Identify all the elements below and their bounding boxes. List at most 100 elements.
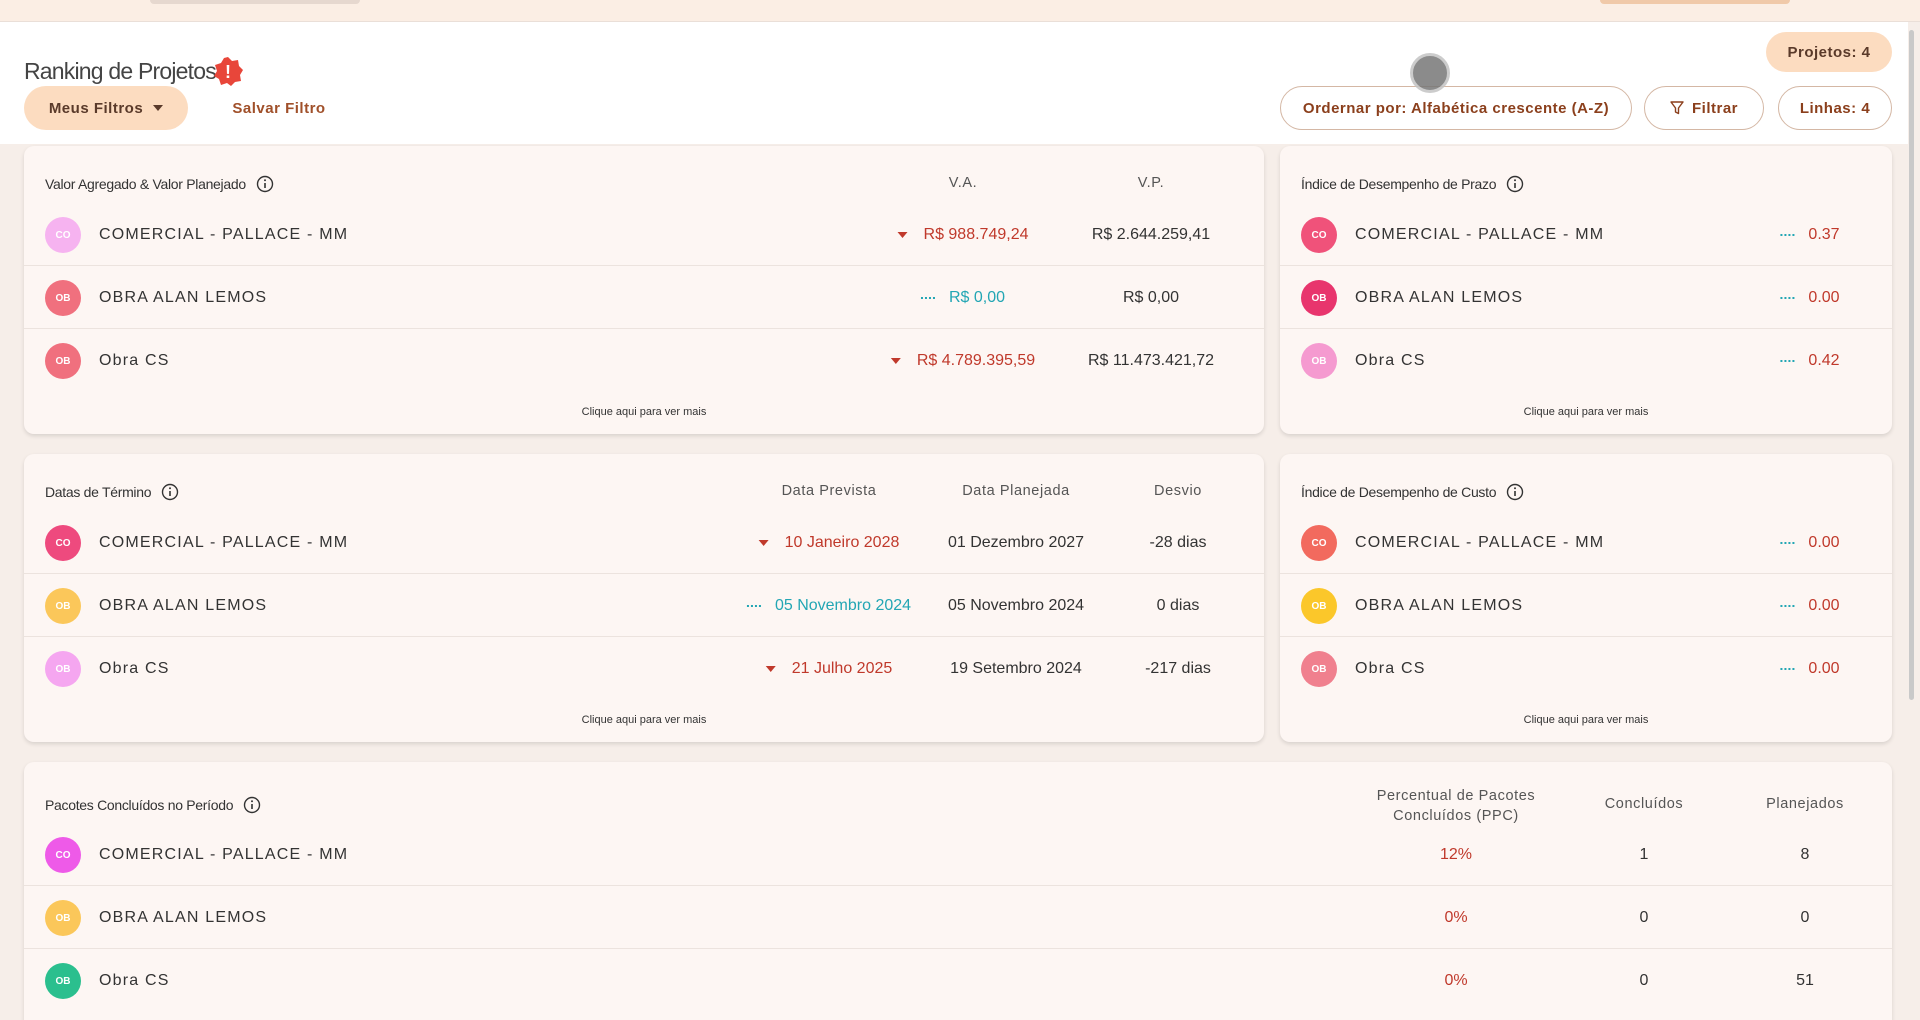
table-row[interactable]: OB OBRA ALAN LEMOS 05 Novembro 2024 05 Nove… <box>24 574 1264 637</box>
info-icon[interactable] <box>1506 483 1524 501</box>
table-row[interactable]: OB OBRA ALAN LEMOS 0.00 <box>1280 266 1892 329</box>
top-pill-left[interactable] <box>150 0 360 4</box>
completed-value: 1 <box>1640 846 1649 864</box>
info-icon[interactable] <box>161 483 179 501</box>
ppc-value: 0% <box>1444 909 1467 927</box>
project-name[interactable]: OBRA ALAN LEMOS <box>1355 597 1524 614</box>
col-header-ppc-line2: Concluídos (PPC) <box>1393 808 1519 824</box>
planned-value-text: R$ 11.473.421,72 <box>1087 352 1215 369</box>
completed-packages-card: Pacotes Concluídos no Período Percentual… <box>24 762 1892 1020</box>
planned-count-value: 8 <box>1801 846 1810 864</box>
lines-button[interactable]: Linhas: 4 <box>1778 86 1892 130</box>
filter-button[interactable]: Filtrar <box>1644 86 1764 130</box>
table-row[interactable]: OB OBRA ALAN LEMOS 0% 0 0 <box>24 886 1892 949</box>
trend-flat-icon <box>1780 297 1795 299</box>
order-by-button[interactable]: Ordernar por: Alfabética crescente (A-Z) <box>1280 86 1632 130</box>
project-name[interactable]: Obra CS <box>1355 352 1426 369</box>
card-title: Índice de Desempenho de Custo <box>1301 483 1524 501</box>
table-row[interactable]: OB Obra CS R$ 4.789.395,59 R$ 11.473.421,72 <box>24 329 1264 392</box>
project-name[interactable]: COMERCIAL - PALLACE - MM <box>99 534 349 551</box>
table-row[interactable]: OB OBRA ALAN LEMOS 0.00 <box>1280 574 1892 637</box>
see-more-link[interactable]: Clique aqui para ver mais <box>581 406 707 418</box>
table-row[interactable]: CO COMERCIAL - PALLACE - MM 12% 1 8 <box>24 823 1892 886</box>
project-name[interactable]: Obra CS <box>99 660 170 677</box>
project-name[interactable]: OBRA ALAN LEMOS <box>1355 289 1524 306</box>
alert-symbol: ! <box>225 62 231 82</box>
project-name[interactable]: OBRA ALAN LEMOS <box>99 597 268 614</box>
project-name[interactable]: OBRA ALAN LEMOS <box>99 909 268 926</box>
deviation-text: -217 dias <box>1145 660 1211 677</box>
lines-label: Linhas: 4 <box>1799 99 1871 117</box>
ppc-value-text: 12% <box>1439 846 1473 863</box>
info-icon[interactable] <box>1506 175 1524 193</box>
forecast-date-text: 21 Julho 2025 <box>791 660 893 677</box>
trend-flat-icon <box>746 605 761 607</box>
avatar: OB <box>45 280 81 316</box>
schedule-index-value: 0.00 <box>1780 289 1840 307</box>
project-name[interactable]: COMERCIAL - PALLACE - MM <box>99 226 349 243</box>
table-row[interactable]: CO COMERCIAL - PALLACE - MM 10 Janeiro 202… <box>24 511 1264 574</box>
cost-index-card: Índice de Desempenho de Custo CO COMERCIA… <box>1280 454 1892 742</box>
col-header-planned-date: Data Planejada <box>962 483 1070 499</box>
cost-index-title: Índice de Desempenho de Custo <box>1301 484 1497 500</box>
earned-value-text: R$ 988.749,24 <box>923 226 1029 243</box>
save-filter-button[interactable]: Salvar Filtro <box>222 86 336 130</box>
table-row[interactable]: OB Obra CS 21 Julho 2025 19 Setembro 2024 -2… <box>24 637 1264 700</box>
info-icon[interactable] <box>243 796 261 814</box>
avatar: CO <box>45 837 81 873</box>
table-row[interactable]: OB OBRA ALAN LEMOS R$ 0,00 R$ 0,00 <box>24 266 1264 329</box>
project-name[interactable]: COMERCIAL - PALLACE - MM <box>1355 534 1605 551</box>
cost-index-value: 0.00 <box>1780 660 1840 678</box>
completed-packages-title: Pacotes Concluídos no Período <box>45 797 234 813</box>
project-name[interactable]: Obra CS <box>99 352 170 369</box>
projects-count-badge[interactable]: Projetos: 4 <box>1766 32 1892 72</box>
table-row[interactable]: OB Obra CS 0.00 <box>1280 637 1892 700</box>
page-title: Ranking de Projetos <box>24 58 217 84</box>
table-row[interactable]: CO COMERCIAL - PALLACE - MM R$ 988.749,24 R… <box>24 203 1264 266</box>
deviation: -217 dias <box>1145 660 1211 678</box>
table-row[interactable]: OB Obra CS 0.42 <box>1280 329 1892 392</box>
top-pill-right[interactable] <box>1600 0 1790 4</box>
see-more-link[interactable]: Clique aqui para ver mais <box>1523 714 1649 726</box>
table-row[interactable]: CO COMERCIAL - PALLACE - MM 0.00 <box>1280 511 1892 574</box>
forecast-date: 10 Janeiro 2028 <box>758 534 899 552</box>
avatar: OB <box>1301 343 1337 379</box>
schedule-index-title: Índice de Desempenho de Prazo <box>1301 176 1497 192</box>
avatar: CO <box>45 217 81 253</box>
schedule-index-card: Índice de Desempenho de Prazo CO COMERCIA… <box>1280 146 1892 434</box>
project-name[interactable]: Obra CS <box>1355 660 1426 677</box>
projects-count-label: Projetos: 4 <box>1787 43 1871 61</box>
completed-value-text: 1 <box>1639 846 1649 863</box>
table-row[interactable]: CO COMERCIAL - PALLACE - MM 0.37 <box>1280 203 1892 266</box>
project-name[interactable]: Obra CS <box>99 972 170 989</box>
col-header-deviation: Desvio <box>1154 483 1202 499</box>
my-filters-button[interactable]: Meus Filtros <box>24 86 188 130</box>
card-title: Valor Agregado & Valor Planejado <box>45 175 274 193</box>
see-more-link[interactable]: Clique aqui para ver mais <box>581 714 707 726</box>
see-more-link[interactable]: Clique aqui para ver mais <box>1523 406 1649 418</box>
project-name[interactable]: COMERCIAL - PALLACE - MM <box>1355 226 1605 243</box>
forecast-date: 21 Julho 2025 <box>765 660 893 678</box>
project-name[interactable]: COMERCIAL - PALLACE - MM <box>99 846 349 863</box>
table-row[interactable]: OB Obra CS 0% 0 51 <box>24 949 1892 1012</box>
completed-value: 0 <box>1640 909 1649 927</box>
save-filter-label: Salvar Filtro <box>232 99 326 117</box>
avatar: CO <box>45 525 81 561</box>
trend-flat-icon <box>1780 234 1795 236</box>
planned-date-text: 01 Dezembro 2027 <box>947 534 1085 551</box>
earned-value-title: Valor Agregado & Valor Planejado <box>45 176 246 192</box>
trend-flat-icon <box>920 297 935 299</box>
info-icon[interactable] <box>256 175 274 193</box>
scrollbar[interactable] <box>1909 30 1914 700</box>
planned-value: R$ 2.644.259,41 <box>1092 226 1210 244</box>
planned-value: R$ 11.473.421,72 <box>1088 352 1214 370</box>
ppc-value: 12% <box>1440 846 1472 864</box>
forecast-date-text: 05 Novembro 2024 <box>774 597 912 614</box>
project-name[interactable]: OBRA ALAN LEMOS <box>99 289 268 306</box>
alert-badge-icon[interactable]: ! <box>212 56 244 88</box>
avatar: OB <box>45 588 81 624</box>
planned-count-value-text: 0 <box>1800 909 1810 926</box>
planned-value-text: R$ 0,00 <box>1122 289 1180 306</box>
cost-index-value-text: 0.00 <box>1808 534 1840 551</box>
avatar: OB <box>45 963 81 999</box>
